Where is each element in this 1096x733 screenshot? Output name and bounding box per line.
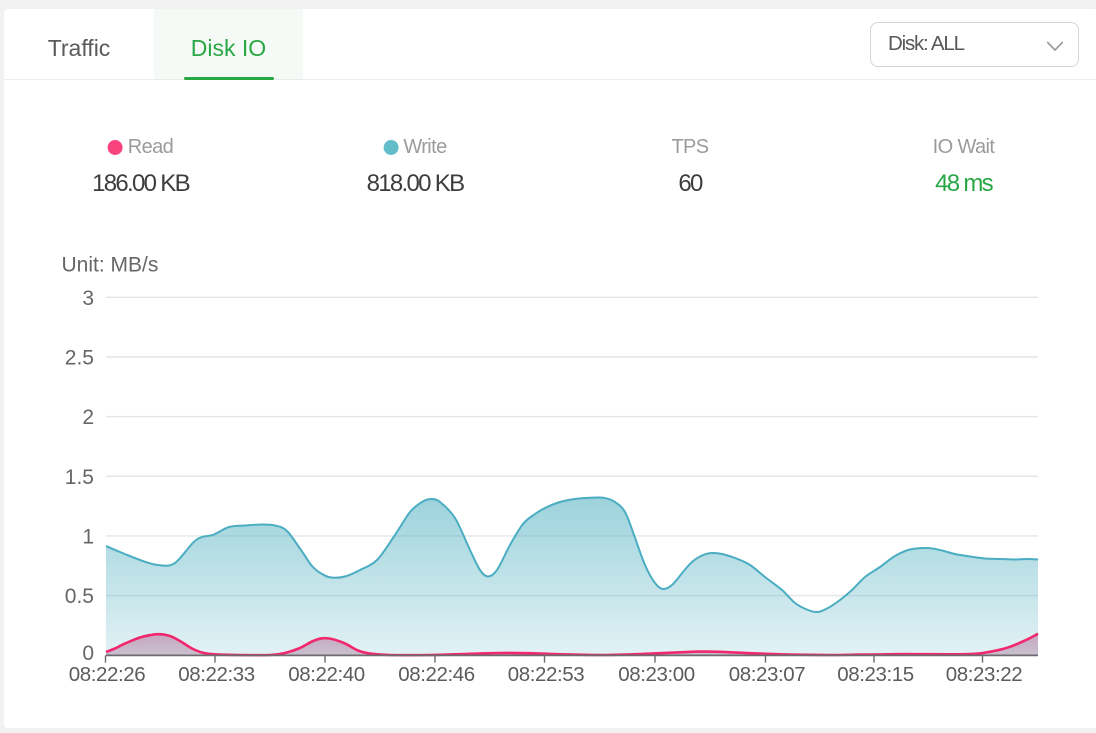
svg-text:2: 2 [82,406,94,429]
svg-text:0.5: 0.5 [65,585,94,608]
svg-text:08:23:00: 08:23:00 [618,663,695,686]
svg-text:Unit: MB/s: Unit: MB/s [62,254,159,277]
svg-text:08:22:33: 08:22:33 [178,663,255,686]
svg-text:2.5: 2.5 [65,347,94,370]
svg-text:3: 3 [82,287,94,310]
svg-text:1.5: 1.5 [65,466,94,489]
svg-text:08:22:40: 08:22:40 [288,663,365,686]
svg-text:08:23:07: 08:23:07 [729,663,806,686]
svg-text:1: 1 [82,526,94,549]
svg-text:08:22:46: 08:22:46 [398,663,475,686]
svg-text:08:22:53: 08:22:53 [508,663,585,686]
svg-text:0: 0 [82,642,94,665]
svg-text:08:23:22: 08:23:22 [946,663,1023,686]
svg-text:08:22:26: 08:22:26 [69,663,146,686]
svg-text:08:23:15: 08:23:15 [837,663,914,686]
